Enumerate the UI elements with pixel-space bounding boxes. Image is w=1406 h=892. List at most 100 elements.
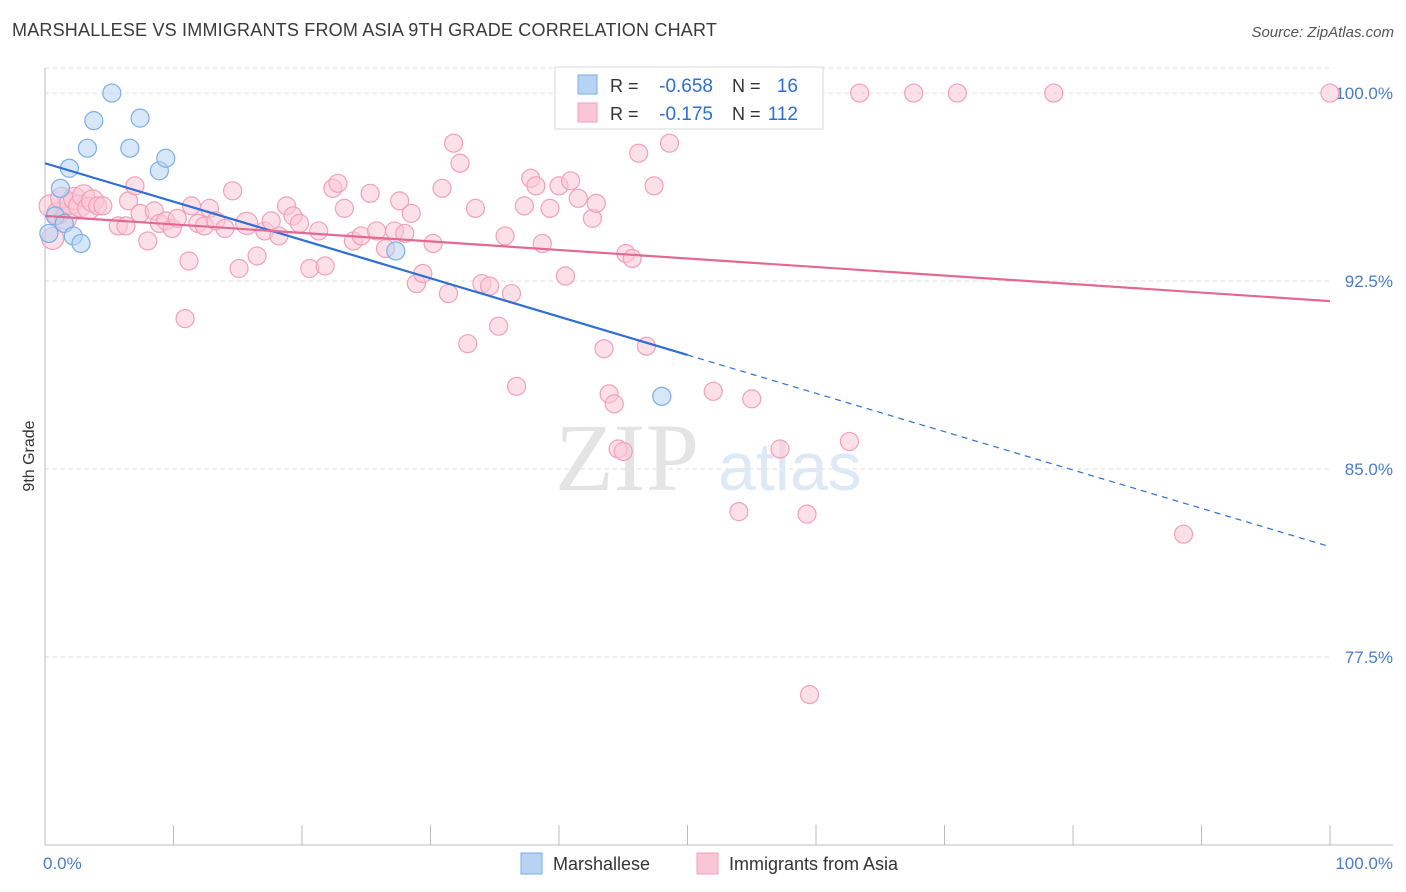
asia-point — [116, 216, 136, 236]
marshallese-point — [386, 241, 406, 261]
stats-legend-box — [554, 66, 824, 130]
r-label: R = — [610, 104, 639, 124]
asia-point — [659, 133, 680, 153]
asia-point — [458, 334, 478, 354]
asia-point — [526, 176, 546, 196]
y-tick-label: 77.5% — [1345, 648, 1393, 667]
asia-point — [395, 223, 415, 244]
asia-point — [175, 309, 195, 329]
asia-point — [247, 246, 267, 266]
asia-point — [179, 251, 199, 271]
data-points — [38, 83, 1340, 705]
n-label: N = — [732, 104, 761, 124]
legend-label: Immigrants from Asia — [729, 854, 899, 874]
marshallese-point — [130, 108, 150, 128]
stats-legend: R = -0.658 N = 16 R = -0.175 N = 112 — [554, 66, 824, 130]
gridlines — [45, 67, 1330, 658]
asia-point — [480, 276, 500, 296]
asia-point — [839, 431, 860, 452]
asia-point — [328, 173, 348, 193]
legend-swatch — [577, 74, 598, 95]
marshallese-trend-line — [44, 162, 688, 357]
asia-point — [432, 178, 452, 198]
n-label: N = — [732, 76, 761, 96]
asia-point — [729, 502, 749, 522]
legend-swatch — [520, 852, 543, 875]
asia-point — [309, 221, 329, 241]
asia-point — [450, 153, 470, 173]
y-axis-label: 9th Grade — [21, 420, 38, 491]
asia-point — [604, 394, 624, 414]
legend-label: Marshallese — [553, 854, 650, 874]
asia-point — [223, 181, 243, 201]
r-value: -0.658 — [659, 76, 713, 97]
asia-point — [514, 196, 534, 216]
watermark: ZIPatlas — [555, 404, 862, 511]
asia-point — [315, 256, 335, 276]
asia-point — [586, 193, 606, 213]
asia-point — [465, 198, 486, 218]
marshallese-point — [39, 223, 59, 244]
asia-point — [644, 176, 664, 196]
watermark-atlas: atlas — [718, 429, 862, 505]
asia-point — [904, 83, 924, 103]
asia-point — [560, 171, 581, 191]
asia-point — [334, 198, 355, 218]
asia-point — [629, 143, 649, 163]
legend-swatch — [696, 852, 719, 875]
asia-point — [444, 133, 464, 153]
source-label: Source: ZipAtlas.com — [1251, 24, 1394, 41]
asia-point — [540, 198, 560, 218]
asia-point — [613, 441, 633, 462]
asia-point — [622, 248, 642, 269]
asia-point — [289, 213, 310, 233]
r-label: R = — [610, 76, 639, 96]
axes: 77.5% 85.0% 92.5% 100.0% 0.0% 100.0% 9th Grade — [21, 68, 1393, 873]
r-value: -0.175 — [659, 104, 713, 125]
asia-point — [555, 266, 576, 286]
asia-point — [797, 504, 817, 524]
asia-point — [568, 188, 588, 208]
asia-point — [770, 439, 790, 459]
marshallese-point — [50, 178, 71, 198]
marshallese-trend-extension — [687, 354, 1331, 548]
marshallese-point — [77, 138, 98, 158]
asia-point — [1320, 83, 1340, 103]
n-value: 16 — [777, 76, 798, 97]
asia-point — [594, 339, 614, 359]
marshallese-point — [652, 386, 672, 406]
x-tick-label: 100.0% — [1335, 854, 1393, 873]
marshallese-point — [84, 111, 104, 131]
legend-swatch — [577, 102, 598, 123]
marshallese-point — [71, 233, 91, 254]
series-legend: Marshallese Immigrants from Asia — [520, 852, 899, 875]
asia-point — [947, 83, 967, 103]
asia-point — [93, 196, 113, 216]
y-tick-label: 92.5% — [1345, 272, 1393, 291]
asia-point — [390, 191, 410, 211]
asia-point — [360, 183, 380, 203]
asia-point — [423, 233, 443, 254]
marshallese-point — [120, 138, 140, 158]
asia-point — [489, 316, 509, 336]
trend-lines — [44, 162, 1331, 548]
chart-title: MARSHALLESE VS IMMIGRANTS FROM ASIA 9TH … — [12, 20, 718, 40]
n-value: 112 — [768, 104, 798, 125]
asia-point — [742, 389, 762, 409]
x-tick-label: 0.0% — [43, 854, 82, 873]
asia-trend-line — [44, 214, 1331, 303]
asia-point — [401, 203, 421, 223]
marshallese-point — [156, 148, 176, 168]
asia-point — [506, 376, 527, 396]
y-tick-label: 85.0% — [1345, 460, 1393, 479]
asia-point — [1044, 83, 1064, 103]
asia-point — [703, 381, 723, 401]
asia-point — [229, 258, 249, 279]
asia-point — [495, 226, 515, 246]
asia-point — [1173, 524, 1194, 544]
asia-point — [799, 685, 820, 705]
asia-point — [850, 83, 870, 103]
y-tick-label: 100.0% — [1335, 84, 1393, 103]
asia-point — [138, 231, 158, 251]
